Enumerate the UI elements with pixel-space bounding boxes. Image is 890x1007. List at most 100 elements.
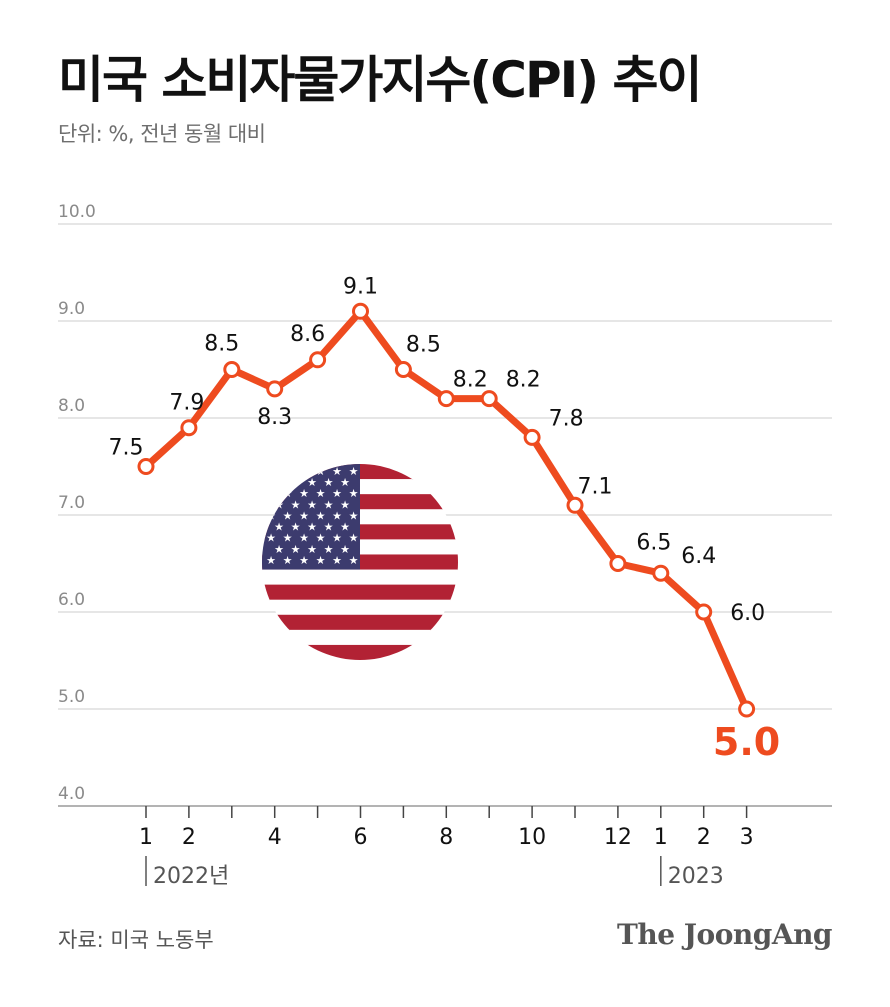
flag-star: ★ xyxy=(266,554,276,567)
flag-star: ★ xyxy=(332,509,342,522)
data-value-label: 8.5 xyxy=(406,333,441,358)
flag-star: ★ xyxy=(349,554,359,567)
flag-star: ★ xyxy=(340,543,350,556)
data-value-label: 7.8 xyxy=(549,406,584,431)
flag-star: ★ xyxy=(349,465,359,478)
flag-star: ★ xyxy=(274,476,284,489)
data-value-label: 8.5 xyxy=(204,332,239,357)
x-tick-label: 12 xyxy=(604,825,632,850)
flag-star: ★ xyxy=(340,521,350,534)
x-tick-label: 3 xyxy=(740,825,754,850)
flag-star: ★ xyxy=(332,487,342,500)
flag-star: ★ xyxy=(299,532,309,545)
data-value-label: 6.4 xyxy=(681,544,716,569)
x-tick-label: 2 xyxy=(697,825,711,850)
flag-star: ★ xyxy=(283,554,293,567)
flag-star: ★ xyxy=(291,498,301,511)
flag-star: ★ xyxy=(307,476,317,489)
flag-star: ★ xyxy=(274,521,284,534)
flag-stripe xyxy=(262,599,458,616)
flag-stripe xyxy=(262,614,458,631)
flag-stripe xyxy=(262,584,458,601)
x-tick-label: 4 xyxy=(268,825,282,850)
flag-star: ★ xyxy=(316,509,326,522)
data-point-marker xyxy=(180,419,198,437)
flag-star: ★ xyxy=(307,498,317,511)
data-value-label: 8.3 xyxy=(257,405,292,430)
flag-star: ★ xyxy=(324,476,334,489)
data-value-label: 6.0 xyxy=(730,601,765,626)
flag-star: ★ xyxy=(266,487,276,500)
latest-value-label: 5.0 xyxy=(713,720,780,764)
x-tick-label: 1 xyxy=(139,825,153,850)
y-tick-label: 9.0 xyxy=(58,299,85,319)
us-flag-icon: ★ ★ ★ ★ ★ ★★ ★ ★ ★ ★★ ★ ★ ★ ★ ★★ ★ ★ ★ ★★ ★ ★ ★ ★ ★★ ★ ★ ★ ★★ ★ ★ ★ ★ ★★… xyxy=(262,464,458,660)
flag-star: ★ xyxy=(299,465,309,478)
flag-star: ★ xyxy=(340,498,350,511)
flag-star: ★ xyxy=(291,521,301,534)
data-value-label: 8.2 xyxy=(506,368,541,393)
data-value-label: 7.9 xyxy=(169,391,204,416)
x-tick-label: 10 xyxy=(518,825,546,850)
x-tick-label: 1 xyxy=(654,825,668,850)
flag-star: ★ xyxy=(324,498,334,511)
flag-star: ★ xyxy=(299,554,309,567)
data-point-marker xyxy=(437,390,455,408)
flag-star: ★ xyxy=(349,509,359,522)
flag-star: ★ xyxy=(307,521,317,534)
data-value-label: 9.1 xyxy=(343,274,378,299)
flag-star: ★ xyxy=(324,521,334,534)
data-point-marker xyxy=(738,700,756,718)
flag-star: ★ xyxy=(316,554,326,567)
data-point-marker xyxy=(309,351,327,369)
data-value-label: 7.1 xyxy=(578,474,613,499)
flag-star: ★ xyxy=(283,509,293,522)
data-point-marker xyxy=(137,458,155,475)
data-point-marker xyxy=(609,555,627,572)
flag-star: ★ xyxy=(340,476,350,489)
flag-star: ★ xyxy=(332,465,342,478)
flag-star: ★ xyxy=(349,532,359,545)
data-value-label: 6.5 xyxy=(636,531,671,556)
data-point-marker xyxy=(695,603,713,621)
year-label: 2022년 xyxy=(153,864,229,889)
flag-star: ★ xyxy=(324,543,334,556)
y-tick-label: 7.0 xyxy=(58,493,85,513)
x-tick-label: 6 xyxy=(354,825,368,850)
data-point-marker xyxy=(523,428,541,446)
flag-star: ★ xyxy=(332,554,342,567)
flag-star: ★ xyxy=(307,543,317,556)
flag-star: ★ xyxy=(291,543,301,556)
flag-star: ★ xyxy=(349,487,359,500)
brand-logo: The JoongAng xyxy=(617,918,832,951)
flag-star: ★ xyxy=(332,532,342,545)
flag-star: ★ xyxy=(266,532,276,545)
page-title: 미국 소비자물가지수(CPI) 추이 xyxy=(58,51,702,109)
data-value-label: 7.5 xyxy=(109,436,144,461)
y-tick-label: 5.0 xyxy=(58,687,85,707)
data-value-label: 8.2 xyxy=(453,368,488,393)
flag-star: ★ xyxy=(299,487,309,500)
flag-stripe xyxy=(262,569,458,586)
y-tick-label: 6.0 xyxy=(58,590,85,610)
y-tick-label: 4.0 xyxy=(58,784,85,804)
data-point-marker xyxy=(352,302,369,320)
flag-star: ★ xyxy=(266,465,276,478)
source-note: 자료: 미국 노동부 xyxy=(58,928,214,952)
flag-star: ★ xyxy=(299,509,309,522)
flag-star: ★ xyxy=(316,532,326,545)
data-point-marker xyxy=(652,564,670,582)
x-tick-label: 2 xyxy=(182,825,196,850)
data-point-marker xyxy=(480,390,498,408)
unit-subtitle: 단위: %, 전년 동월 대비 xyxy=(58,122,266,146)
flag-stripe xyxy=(262,644,458,660)
data-point-marker xyxy=(566,496,584,514)
flag-star: ★ xyxy=(283,532,293,545)
data-point-marker xyxy=(394,361,412,378)
y-tick-label: 10.0 xyxy=(58,202,96,222)
flag-star: ★ xyxy=(283,465,293,478)
y-tick-label: 8.0 xyxy=(58,396,85,416)
flag-stripe xyxy=(262,629,458,646)
flag-star: ★ xyxy=(274,543,284,556)
data-point-marker xyxy=(223,361,241,378)
